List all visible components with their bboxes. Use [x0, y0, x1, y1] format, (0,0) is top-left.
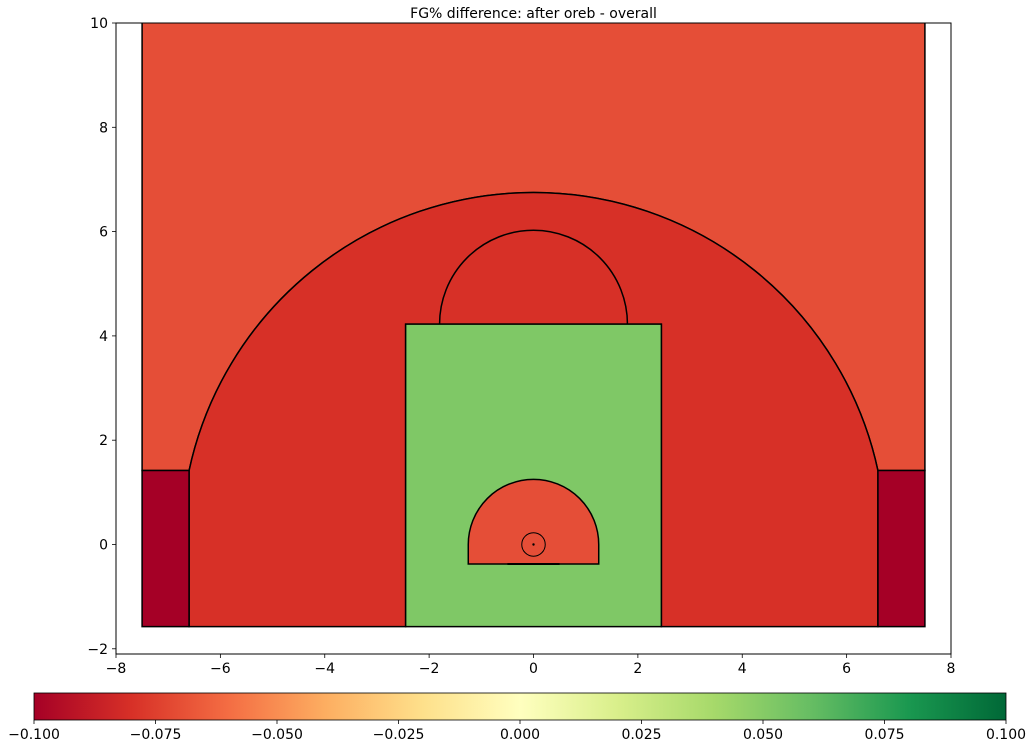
- colorbar-axis: −0.100 −0.075 −0.050 −0.025 0.000 0.025 0.050 0…: [8, 720, 1026, 743]
- zone-restricted-area: [467, 478, 600, 565]
- free-throw-semicircle: [438, 229, 629, 325]
- colorbar-tick-label: 0.000: [500, 727, 540, 743]
- chart-title: FG% difference: after oreb - overall: [410, 6, 657, 22]
- colorbar-tick-label: −0.025: [373, 727, 425, 743]
- colorbar-tick-label: −0.075: [130, 727, 182, 743]
- y-axis: −2 0 2 4 6 8 10: [87, 16, 116, 658]
- x-tick-label: 6: [842, 661, 851, 677]
- colorbar: [33, 692, 1007, 721]
- y-tick-label: 4: [99, 329, 108, 345]
- y-tick-label: 2: [99, 433, 108, 449]
- x-tick-label: 4: [738, 661, 747, 677]
- y-tick-label: 8: [99, 120, 108, 136]
- x-axis: −8 −6 −4 −2 0 2 4 6 8: [106, 654, 956, 677]
- zone-paint-non-restricted: [404, 323, 663, 628]
- colorbar-tick-label: 0.075: [864, 727, 904, 743]
- hoop: [521, 532, 546, 557]
- x-tick-label: 0: [529, 661, 538, 677]
- x-tick-label: −2: [419, 661, 440, 677]
- zone-mid-range: [188, 191, 879, 628]
- zone-left-corner-three: [141, 469, 190, 628]
- plot-area: [141, 23, 926, 628]
- zone-right-corner-three: [877, 469, 926, 628]
- hoop-center: [532, 543, 535, 546]
- colorbar-tick-label: −0.100: [8, 727, 60, 743]
- y-tick-label: 6: [99, 225, 108, 241]
- x-tick-label: 8: [947, 661, 956, 677]
- x-tick-label: −6: [210, 661, 231, 677]
- x-tick-label: −8: [106, 661, 127, 677]
- y-tick-label: −2: [87, 642, 108, 658]
- colorbar-tick-label: 0.050: [743, 727, 783, 743]
- y-tick-label: 0: [99, 537, 108, 553]
- x-tick-label: 2: [633, 661, 642, 677]
- colorbar-tick-label: 0.025: [621, 727, 661, 743]
- y-tick-label: 10: [90, 16, 108, 32]
- colorbar-tick-label: −0.050: [251, 727, 303, 743]
- x-tick-label: −4: [314, 661, 335, 677]
- colorbar-tick-label: 0.100: [986, 727, 1026, 743]
